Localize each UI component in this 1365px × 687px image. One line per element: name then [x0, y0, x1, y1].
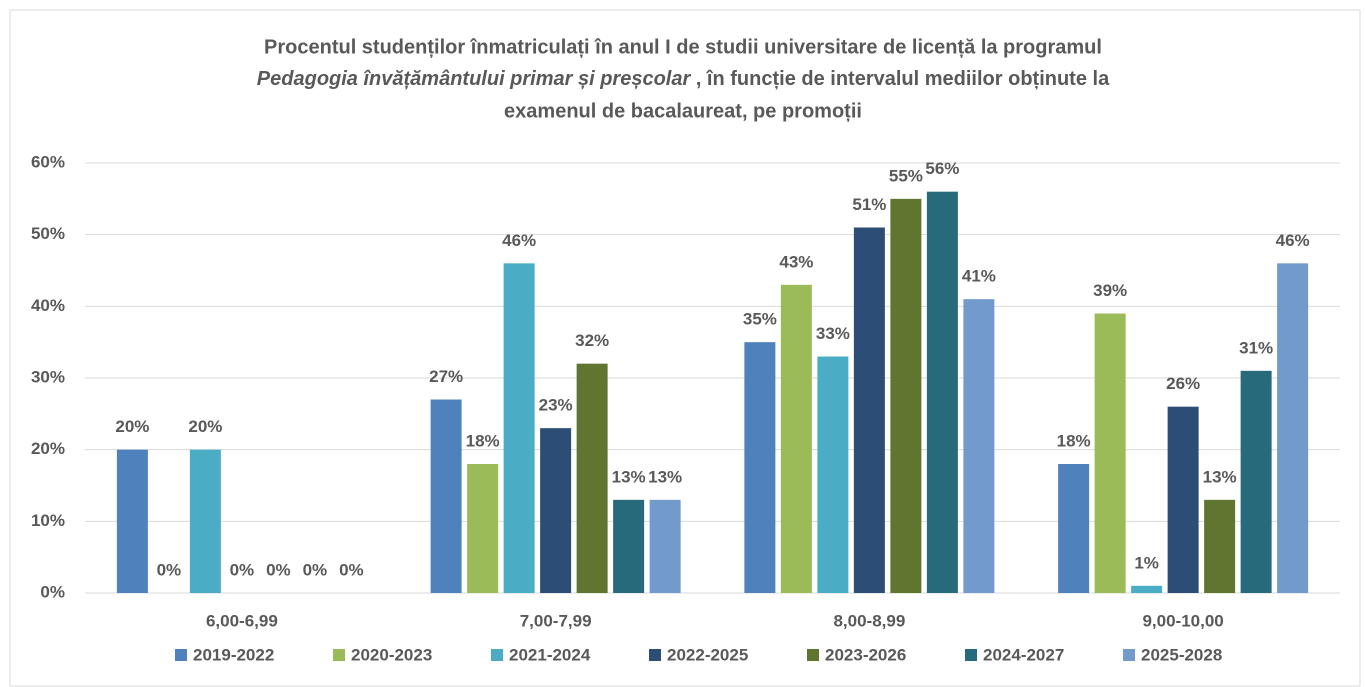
chart-border [9, 9, 1361, 687]
legend-swatch [965, 649, 977, 661]
bar [1167, 406, 1199, 593]
chart-title-part: , în funcție de intervalul mediilor obți… [690, 68, 1110, 90]
legend-swatch [491, 649, 503, 661]
data-label: 56% [925, 159, 959, 178]
data-label: 0% [230, 560, 255, 579]
data-label: 32% [575, 331, 609, 350]
x-tick-label: 8,00-8,99 [833, 611, 905, 630]
data-label: 0% [266, 560, 291, 579]
legend-swatch [807, 649, 819, 661]
data-label: 18% [466, 431, 500, 450]
x-tick-label: 6,00-6,99 [206, 611, 278, 630]
data-label: 13% [1203, 467, 1237, 486]
chart-title-italic: Pedagogia învățământului primar și preșc… [257, 68, 692, 90]
bar [189, 449, 221, 593]
legend-label: 2023-2026 [825, 645, 906, 664]
chart-title: Pedagogia învățământului primar și preșc… [257, 68, 1110, 90]
legend-swatch [175, 649, 187, 661]
legend-label: 2022-2025 [667, 645, 748, 664]
data-label: 46% [1276, 231, 1310, 250]
legend-swatch [649, 649, 661, 661]
bar [1240, 370, 1272, 593]
y-tick-label: 40% [31, 296, 65, 315]
bar [817, 356, 849, 593]
bar [926, 191, 958, 593]
data-label: 1% [1134, 553, 1159, 572]
bar [503, 263, 535, 593]
data-label: 27% [429, 367, 463, 386]
data-label: 31% [1239, 338, 1273, 357]
data-label: 33% [816, 324, 850, 343]
y-tick-label: 10% [31, 511, 65, 530]
bar [1131, 585, 1163, 593]
data-label: 0% [303, 560, 328, 579]
data-label: 43% [779, 252, 813, 271]
legend-swatch [333, 649, 345, 661]
y-tick-label: 0% [40, 582, 65, 601]
data-label: 20% [188, 417, 222, 436]
legend-label: 2024-2027 [983, 645, 1064, 664]
bar [649, 499, 681, 593]
bar [780, 284, 812, 593]
bar [1058, 464, 1090, 593]
chart-title: examenul de bacalaureat, pe promoții [504, 100, 862, 122]
data-label: 18% [1057, 431, 1091, 450]
y-tick-label: 20% [31, 439, 65, 458]
bar [613, 499, 645, 593]
data-label: 55% [889, 166, 923, 185]
bar [890, 198, 922, 594]
data-label: 51% [852, 195, 886, 214]
legend-label: 2019-2022 [193, 645, 274, 664]
bar [430, 399, 462, 593]
y-tick-label: 60% [31, 152, 65, 171]
data-label: 0% [157, 560, 182, 579]
data-label: 13% [648, 467, 682, 486]
bar [744, 342, 776, 593]
x-tick-label: 7,00-7,99 [520, 611, 592, 630]
data-label: 0% [339, 560, 364, 579]
bar [576, 363, 608, 593]
bar [540, 428, 572, 593]
legend-label: 2025-2028 [1141, 645, 1222, 664]
legend-swatch [1123, 649, 1135, 661]
legend-label: 2020-2023 [351, 645, 432, 664]
data-label: 13% [612, 467, 646, 486]
data-label: 35% [743, 310, 777, 329]
x-tick-label: 9,00-10,00 [1142, 611, 1223, 630]
data-label: 20% [115, 417, 149, 436]
chart-title: Procentul studenților înmatriculați în a… [264, 36, 1102, 58]
y-tick-label: 30% [31, 367, 65, 386]
data-label: 41% [962, 267, 996, 286]
bar [963, 299, 995, 593]
bar [1277, 263, 1309, 593]
bar [467, 464, 499, 593]
y-tick-label: 50% [31, 224, 65, 243]
data-label: 46% [502, 231, 536, 250]
bar [853, 227, 885, 593]
bar [1204, 499, 1236, 593]
legend-label: 2021-2024 [509, 645, 591, 664]
data-label: 39% [1093, 281, 1127, 300]
bar [116, 449, 148, 593]
data-label: 26% [1166, 374, 1200, 393]
data-label: 23% [539, 396, 573, 415]
bar [1094, 313, 1126, 593]
